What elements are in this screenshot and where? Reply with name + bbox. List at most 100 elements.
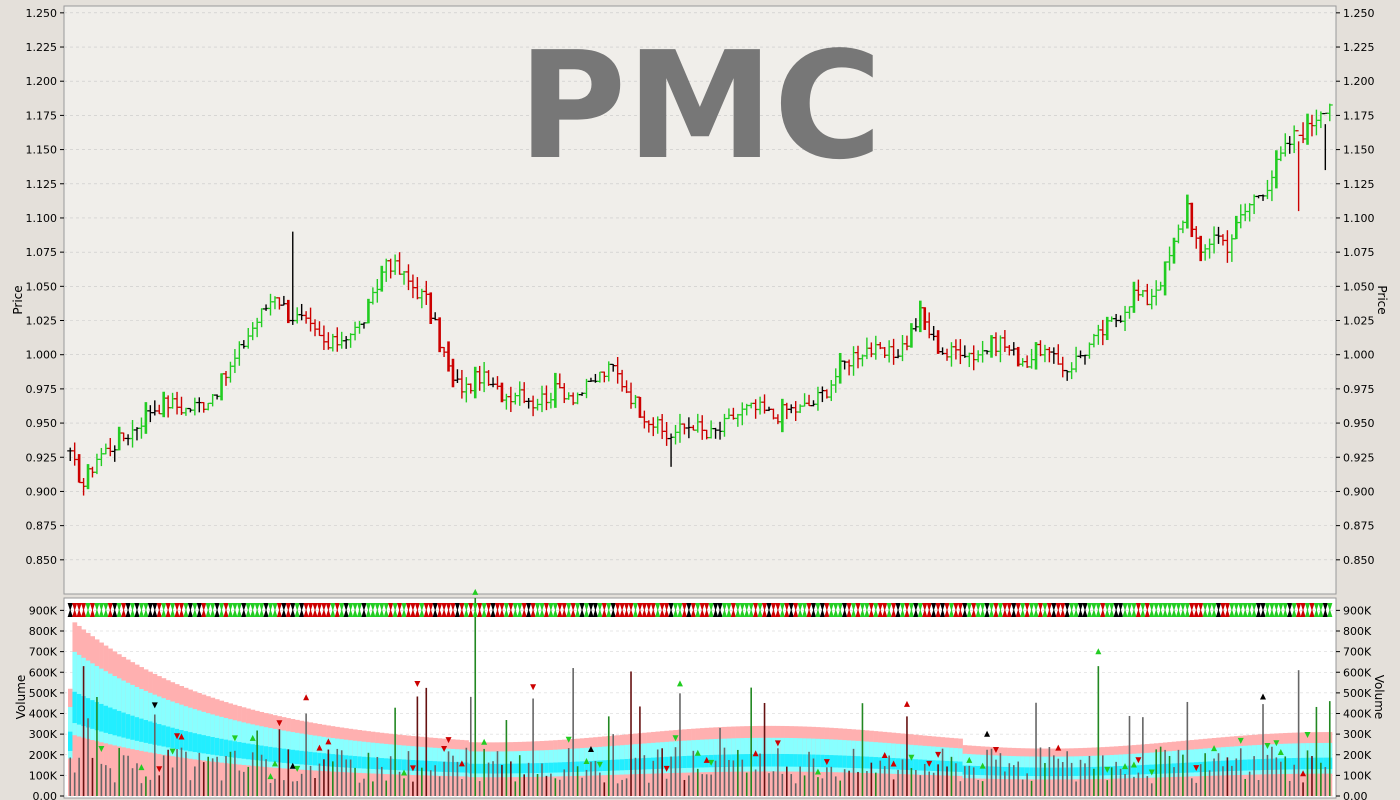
- signal-marker: [632, 609, 639, 617]
- price-axis-right: 0.850 0.875 0.900 0.925 0.950 0.975 1.000 1.025…: [1336, 7, 1375, 567]
- price-tick-label: 0.850: [26, 554, 58, 567]
- signal-marker: [183, 609, 189, 617]
- volume-marker-up: [271, 760, 278, 767]
- signal-marker: [428, 609, 434, 617]
- volume-band-inner: [379, 758, 385, 770]
- signal-marker: [1224, 609, 1231, 617]
- signal-marker: [579, 603, 585, 611]
- signal-marker: [1060, 609, 1066, 617]
- signal-marker: [948, 609, 955, 617]
- signal-marker: [1278, 603, 1284, 611]
- signal-marker: [801, 609, 808, 617]
- signal-marker: [855, 609, 861, 617]
- volume-band-inner: [744, 754, 750, 767]
- signal-marker: [1055, 603, 1061, 611]
- signal-marker: [552, 609, 558, 617]
- signal-marker: [330, 603, 336, 611]
- volume-band-inner: [241, 742, 247, 759]
- volume-band-inner: [268, 746, 274, 762]
- price-tick-label: 1.025: [1343, 315, 1375, 328]
- signal-marker: [980, 609, 986, 617]
- volume-band-inner: [521, 763, 527, 774]
- signal-marker: [405, 603, 412, 611]
- signal-marker: [566, 603, 572, 611]
- signal-marker: [401, 609, 407, 617]
- signal-marker: [410, 609, 416, 617]
- signal-marker: [259, 603, 265, 611]
- signal-marker: [646, 603, 652, 611]
- signal-marker: [1158, 603, 1164, 611]
- signal-marker: [401, 603, 407, 611]
- signal-marker: [739, 609, 745, 617]
- volume-band-inner: [148, 721, 153, 744]
- volume-band-inner: [535, 763, 541, 773]
- volume-axis-label-right: Volume: [1372, 675, 1386, 720]
- signal-marker: [815, 603, 821, 611]
- price-axis-left: 0.850 0.875 0.900 0.925 0.950 0.975 1.000 1.025…: [26, 7, 64, 567]
- volume-band-inner: [931, 760, 937, 771]
- signal-marker: [285, 603, 291, 611]
- signal-marker: [1264, 609, 1271, 617]
- volume-band-inner: [68, 731, 73, 751]
- signal-marker: [1100, 609, 1106, 617]
- signal-marker: [850, 609, 857, 617]
- signal-marker: [601, 609, 607, 617]
- signal-marker: [1135, 603, 1141, 611]
- price-panel-background: [63, 5, 1337, 595]
- signal-marker: [810, 603, 817, 611]
- signal-marker: [931, 603, 937, 611]
- signal-marker: [454, 609, 461, 617]
- signal-marker: [655, 603, 661, 611]
- volume-band-inner: [557, 762, 563, 773]
- signal-marker: [334, 609, 340, 617]
- signal-marker: [129, 609, 136, 617]
- price-tick-label: 1.200: [1343, 75, 1375, 88]
- signal-marker: [165, 609, 171, 617]
- signal-marker: [690, 609, 696, 617]
- signal-marker: [1006, 603, 1012, 611]
- volume-marker-down: [935, 751, 942, 758]
- signal-marker: [886, 603, 892, 611]
- signal-marker: [521, 603, 527, 611]
- signal-marker: [975, 603, 981, 611]
- volume-band-inner: [789, 754, 794, 767]
- volume-marker-up: [587, 746, 594, 753]
- signal-marker: [606, 609, 612, 617]
- volume-marker-up: [1130, 761, 1137, 768]
- signal-marker: [94, 609, 100, 617]
- signal-marker: [1024, 609, 1030, 617]
- signal-marker: [1229, 603, 1235, 611]
- signal-marker: [695, 603, 701, 611]
- signal-marker: [121, 609, 127, 617]
- signal-marker: [699, 603, 705, 611]
- signal-marker: [98, 603, 104, 611]
- volume-marker-down: [231, 735, 238, 742]
- signal-marker: [1184, 609, 1190, 617]
- signal-marker: [1028, 603, 1035, 611]
- price-tick-label: 1.125: [26, 178, 58, 191]
- volume-band-inner: [103, 705, 109, 733]
- signal-marker: [655, 609, 661, 617]
- signal-marker: [143, 609, 149, 617]
- volume-band-inner: [664, 756, 670, 769]
- signal-marker: [1149, 609, 1155, 617]
- volume-marker-down: [1148, 769, 1155, 776]
- signal-marker: [1140, 609, 1146, 617]
- signal-marker: [370, 609, 376, 617]
- signal-marker: [721, 609, 728, 617]
- volume-band-inner: [116, 710, 122, 737]
- volume-band-inner: [975, 766, 981, 776]
- signal-marker: [846, 609, 852, 617]
- signal-marker: [1189, 609, 1195, 617]
- signal-marker: [908, 609, 915, 617]
- signal-marker: [494, 609, 501, 617]
- signal-marker: [548, 609, 554, 617]
- volume-tick-label: 800K: [29, 625, 58, 638]
- signal-marker: [272, 603, 278, 611]
- signal-marker: [623, 609, 630, 617]
- price-tick-label: 0.950: [26, 417, 58, 430]
- signal-marker: [1282, 603, 1288, 611]
- signal-marker: [468, 609, 474, 617]
- volume-band-inner: [1029, 767, 1035, 777]
- signal-marker: [539, 609, 545, 617]
